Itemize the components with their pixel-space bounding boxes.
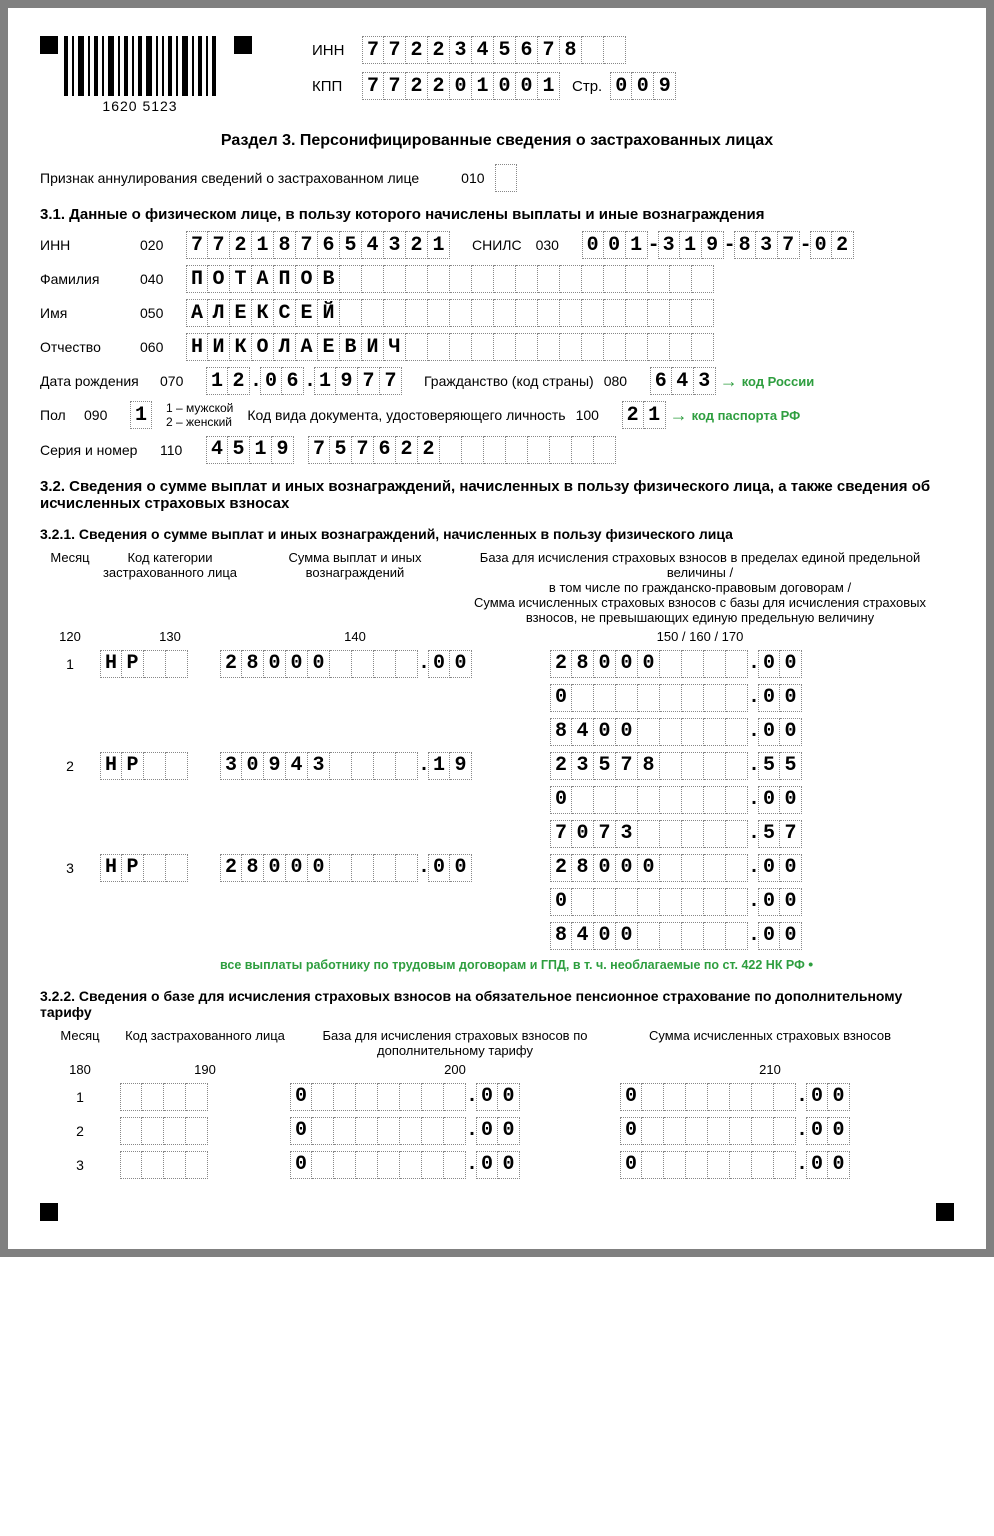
n130: 130	[100, 629, 240, 644]
n150: 150 / 160 / 170	[470, 629, 930, 644]
barcode: 1620 5123	[64, 36, 216, 114]
table-row: 3НР28000.0028000.000.008400.00	[40, 854, 954, 950]
bottom-markers	[40, 1203, 954, 1221]
annul-label: Признак аннулирования сведений о застрах…	[40, 170, 419, 186]
n120: 120	[40, 629, 100, 644]
tbl321-nums: 120 130 140 150 / 160 / 170	[40, 629, 954, 644]
snils-label: СНИЛС	[472, 237, 522, 253]
s32-title: 3.2. Сведения о сумме выплат и иных возн…	[40, 478, 954, 512]
name-code: 050	[140, 305, 186, 321]
doc-code: 100	[576, 407, 622, 423]
row-dob: Дата рождения 070 12.06.1977 Гражданство…	[40, 367, 954, 395]
tbl321-body: 1НР28000.0028000.000.008400.002НР30943.1…	[40, 650, 954, 950]
name-label: Имя	[40, 305, 140, 321]
serial-code: 110	[160, 442, 206, 458]
barcode-text: 1620 5123	[64, 98, 216, 114]
s322-title: 3.2.2. Сведения о базе для исчисления ст…	[40, 988, 954, 1020]
col-cat: Код категории застрахованного лица	[100, 550, 240, 580]
citizen-label: Гражданство (код страны)	[424, 373, 594, 389]
green-note: все выплаты работнику по трудовым догово…	[220, 956, 954, 972]
doc-label: Код вида документа, удостоверяющего личн…	[247, 407, 565, 423]
sex-code: 090	[84, 407, 130, 423]
arrow-icon: →	[670, 405, 688, 426]
table-row: 2НР30943.1923578.550.007073.57	[40, 752, 954, 848]
row-serial: Серия и номер 110 4519757622	[40, 436, 954, 464]
s321-title: 3.2.1. Сведения о сумме выплат и иных во…	[40, 526, 954, 542]
n180: 180	[40, 1062, 120, 1077]
n190: 190	[120, 1062, 290, 1077]
corner-marker-tr-inner	[234, 36, 252, 54]
corner-marker-br	[936, 1203, 954, 1221]
col-sum: Сумма выплат и иных вознаграждений	[240, 550, 470, 580]
dob-cells: 12.06.1977	[206, 367, 402, 395]
otch-code: 060	[140, 339, 186, 355]
annul-line: Признак аннулирования сведений о застрах…	[40, 164, 954, 192]
table-row: 20.000.00	[40, 1117, 954, 1145]
doc-note: код паспорта РФ	[692, 408, 801, 423]
person-inn-code: 020	[140, 237, 186, 253]
tbl322-head: Месяц Код застрахованного лица База для …	[40, 1028, 954, 1058]
citizen-note: код России	[742, 374, 815, 389]
col-base-2: База для исчисления страховых взносов по…	[290, 1028, 620, 1058]
s31-title: 3.1. Данные о физическом лице, в пользу …	[40, 206, 954, 223]
table-row: 30.000.00	[40, 1151, 954, 1179]
dob-code: 070	[160, 373, 206, 389]
table-row: 10.000.00	[40, 1083, 954, 1111]
n140: 140	[240, 629, 470, 644]
inn-kpp-block: ИНН 7722345678 КПП 772201001 Стр. 009	[312, 36, 676, 108]
col-base: База для исчисления страховых взносов в …	[470, 550, 930, 625]
page-label: Стр.	[572, 78, 602, 95]
dob-label: Дата рождения	[40, 373, 160, 389]
serial-cells: 4519757622	[206, 436, 616, 464]
header-row: 1620 5123 ИНН 7722345678 КПП 772201001 С…	[40, 36, 954, 114]
arrow-icon: →	[720, 371, 738, 392]
corner-marker-bl	[40, 1203, 58, 1221]
kpp-label: КПП	[312, 78, 362, 95]
col-month-2: Месяц	[40, 1028, 120, 1043]
serial-label: Серия и номер	[40, 442, 160, 458]
corner-marker-tl	[40, 36, 58, 54]
inn-label: ИНН	[312, 42, 362, 59]
sex-legend: 1 – мужской 2 – женский	[166, 401, 233, 430]
tbl321-head: Месяц Код категории застрахованного лица…	[40, 550, 954, 625]
fam-code: 040	[140, 271, 186, 287]
row-sex-doc: Пол 090 1 1 – мужской 2 – женский Код ви…	[40, 401, 954, 430]
row-inn-snils: ИНН 020 772187654321 СНИЛС 030 001-319-8…	[40, 231, 954, 259]
tbl322-nums: 180 190 200 210	[40, 1062, 954, 1077]
person-inn-label: ИНН	[40, 237, 140, 253]
otch-label: Отчество	[40, 339, 140, 355]
col-month: Месяц	[40, 550, 100, 565]
n210: 210	[620, 1062, 920, 1077]
n200: 200	[290, 1062, 620, 1077]
snils-code: 030	[536, 237, 582, 253]
sex-label: Пол	[40, 407, 84, 423]
tbl322-body: 10.000.00 20.000.00 30.000.00	[40, 1083, 954, 1179]
form-page: 1620 5123 ИНН 7722345678 КПП 772201001 С…	[0, 0, 994, 1257]
section-title: Раздел 3. Персонифицированные сведения о…	[40, 132, 954, 150]
snils-cells: 001-319-837-02	[582, 231, 854, 259]
col-cat-2: Код застрахованного лица	[120, 1028, 290, 1043]
citizen-code: 080	[604, 373, 650, 389]
fam-label: Фамилия	[40, 271, 140, 287]
annul-code: 010	[461, 170, 484, 186]
col-sum-2: Сумма исчисленных страховых взносов	[620, 1028, 920, 1043]
table-row: 1НР28000.0028000.000.008400.00	[40, 650, 954, 746]
